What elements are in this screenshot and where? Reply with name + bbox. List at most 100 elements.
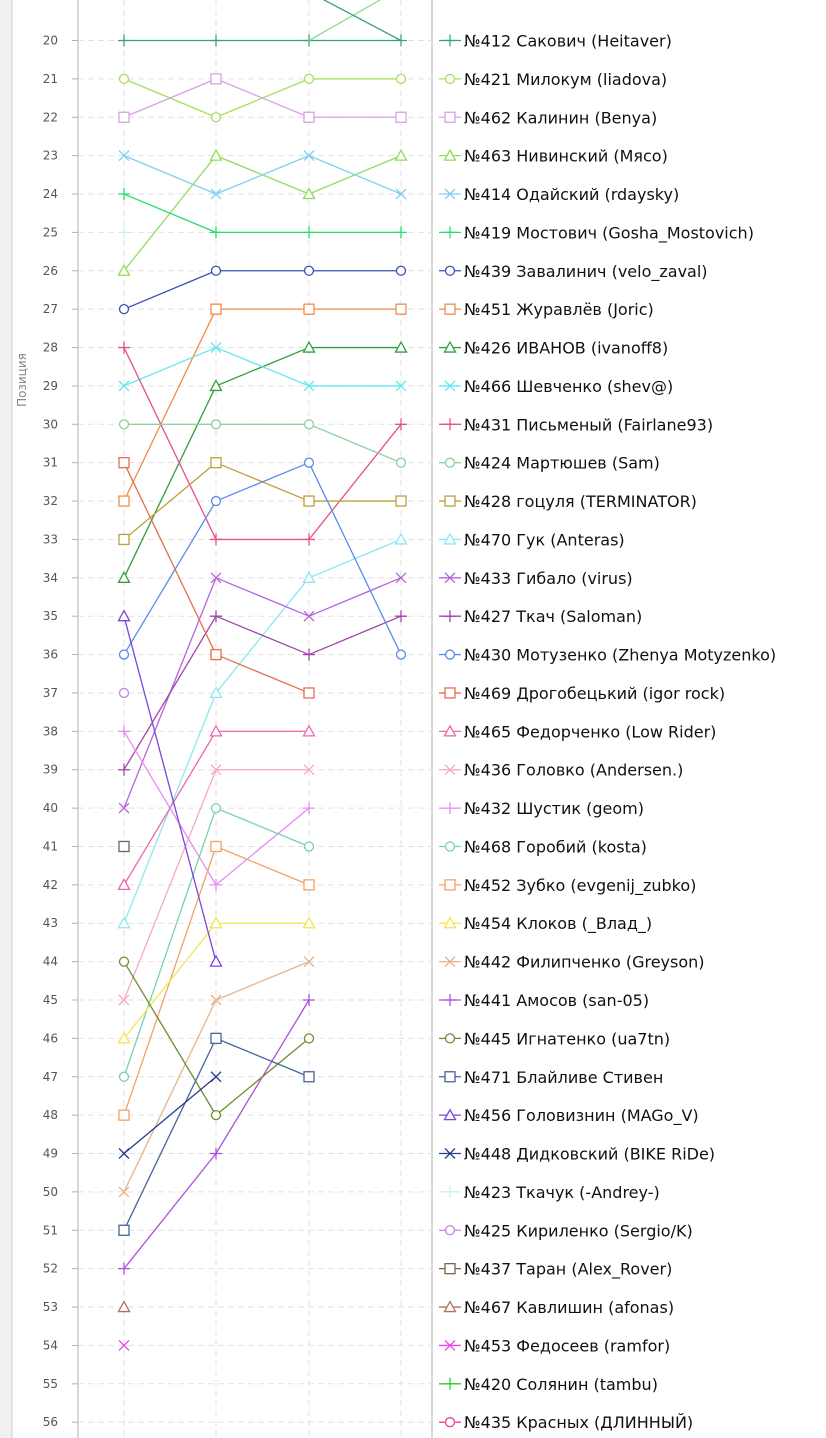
- series-11: [118, 341, 407, 546]
- series-21: [118, 725, 315, 891]
- series-21-segment-2: [215, 807, 310, 886]
- series-9-point-3: [302, 340, 316, 353]
- legend-label-17: №430 Мотузенко (Zhenya Motyzenko): [464, 646, 776, 665]
- y-tick-label-27: 27: [43, 302, 58, 316]
- series-26-point-3: [303, 994, 315, 1006]
- series-13-point-1: [118, 533, 130, 546]
- series-2-point-2: [210, 112, 222, 123]
- series-22-point-1: [118, 1071, 130, 1082]
- legend-item-32: №425 Кириленко (Sergio/K): [439, 1221, 693, 1240]
- series-4-point-2: [209, 148, 223, 161]
- y-tick-label-23: 23: [43, 149, 58, 163]
- series-7-point-1: [118, 304, 130, 315]
- series-19-point-3: [302, 724, 316, 737]
- legend-swatch-marker-4: [443, 148, 457, 161]
- legend-swatch-marker-5: [444, 188, 456, 200]
- series-29-point-2: [209, 954, 223, 967]
- legend-swatch-marker-30: [444, 1148, 456, 1159]
- series-24-point-3: [302, 916, 316, 929]
- series-31-point-1: [118, 226, 130, 239]
- series-3-segment-1: [123, 78, 217, 118]
- y-tick-label-45: 45: [43, 993, 58, 1007]
- legend-label-5: №414 Одайский (rdaysky): [464, 185, 679, 204]
- legend-swatch-marker-37: [444, 1417, 456, 1428]
- series-16-point-1: [118, 763, 130, 776]
- legend-swatch-marker-28: [444, 1071, 456, 1083]
- legend-label-12: №424 Мартюшев (Sam): [464, 454, 660, 473]
- series-20-point-3: [303, 764, 315, 776]
- legend-item-29: №456 Головизнин (MAGo_V): [439, 1106, 699, 1126]
- y-tick-label-53: 53: [43, 1300, 58, 1314]
- series-11-point-1: [118, 341, 130, 354]
- series-9-point-4: [394, 340, 408, 353]
- series-30-point-2: [210, 1071, 222, 1083]
- series-20-point-1: [118, 994, 130, 1006]
- series-9: [117, 340, 408, 583]
- series-9-point-1: [117, 570, 131, 583]
- series-10: [118, 342, 407, 392]
- legend-swatch-marker-23: [444, 879, 456, 891]
- series-5-point-1: [118, 150, 130, 162]
- legend-label-9: №426 ИВАНОВ (ivanoff8): [464, 339, 668, 358]
- series-24-point-2: [209, 916, 223, 929]
- legend-swatch-marker-36: [444, 1377, 456, 1390]
- series-15-segment-2: [215, 577, 310, 617]
- y-tick-label-44: 44: [43, 955, 58, 969]
- series-11-segment-3: [308, 423, 402, 540]
- series-28-point-2: [210, 1032, 222, 1045]
- legend-swatch-marker-22: [444, 841, 456, 852]
- legend-swatch-marker-18: [444, 687, 456, 699]
- legend-swatch-marker-10: [444, 380, 456, 392]
- series-6-point-3: [303, 226, 315, 239]
- series-21-segment-1: [123, 731, 217, 886]
- series-30: [118, 1071, 222, 1159]
- legend-label-24: №454 Клоков (_Влад_): [464, 914, 652, 934]
- series-7-segment-1: [123, 270, 217, 310]
- legend-swatch-marker-19: [443, 724, 457, 737]
- legend-label-29: №456 Головизнин (MAGo_V): [464, 1106, 699, 1126]
- series-10-point-1: [118, 380, 130, 392]
- legend-item-3: №462 Калинин (Benya): [439, 108, 657, 127]
- series-18: [118, 457, 315, 699]
- series-1-point-2: [210, 34, 222, 47]
- legend-swatch-marker-32: [444, 1225, 456, 1236]
- legend-label-10: №466 Шевченко (shev@): [464, 377, 673, 396]
- series-4-point-4: [394, 148, 408, 161]
- series-12-point-1: [118, 419, 130, 430]
- legend-label-13: №428 гоцуля (TERMINATOR): [464, 492, 697, 511]
- series-9-point-2: [209, 379, 223, 392]
- series-25-point-3: [303, 956, 315, 968]
- legend-item-9: №426 ИВАНОВ (ivanoff8): [439, 339, 668, 358]
- legend-label-1: №412 Сакович (Heitaver): [464, 32, 672, 51]
- series-27-point-3: [303, 1033, 315, 1044]
- y-tick-label-37: 37: [43, 686, 58, 700]
- legend-item-15: №433 Гибало (virus): [439, 569, 633, 588]
- series-15-segment-3: [308, 577, 402, 617]
- series-6-segment-1: [123, 193, 217, 233]
- series-24-point-1: [117, 1031, 131, 1044]
- legend-swatch-marker-27: [444, 1033, 456, 1044]
- y-tick-label-20: 20: [43, 34, 58, 48]
- series-16-point-2: [210, 610, 222, 623]
- legend-item-21: №432 Шустик (geom): [439, 799, 644, 818]
- y-tick-label-30: 30: [43, 417, 58, 431]
- legend-item-33: №437 Таран (Alex_Rover): [439, 1260, 672, 1280]
- series-19-point-1: [117, 878, 131, 891]
- legend-label-23: №452 Зубко (evgenij_zubko): [464, 876, 696, 896]
- series-23-point-2: [210, 840, 222, 853]
- series-lines: [117, 0, 408, 1351]
- series-17: [118, 457, 407, 660]
- series-32-point-1: [118, 687, 130, 699]
- grid: [78, 0, 432, 1438]
- y-tick-label-39: 39: [43, 763, 58, 777]
- legend-swatch-marker-24: [443, 916, 457, 929]
- legend-swatch-marker-26: [444, 994, 456, 1006]
- y-tick-label-33: 33: [43, 532, 58, 546]
- series-28-segment-1: [123, 1038, 217, 1231]
- y-tick-label-48: 48: [43, 1108, 58, 1122]
- y-tick-label-31: 31: [43, 456, 58, 470]
- y-tick-label-43: 43: [43, 916, 58, 930]
- legend-label-21: №432 Шустик (geom): [464, 799, 644, 818]
- series-34: [117, 1300, 131, 1313]
- legend-label-14: №470 Гук (Anteras): [464, 530, 625, 549]
